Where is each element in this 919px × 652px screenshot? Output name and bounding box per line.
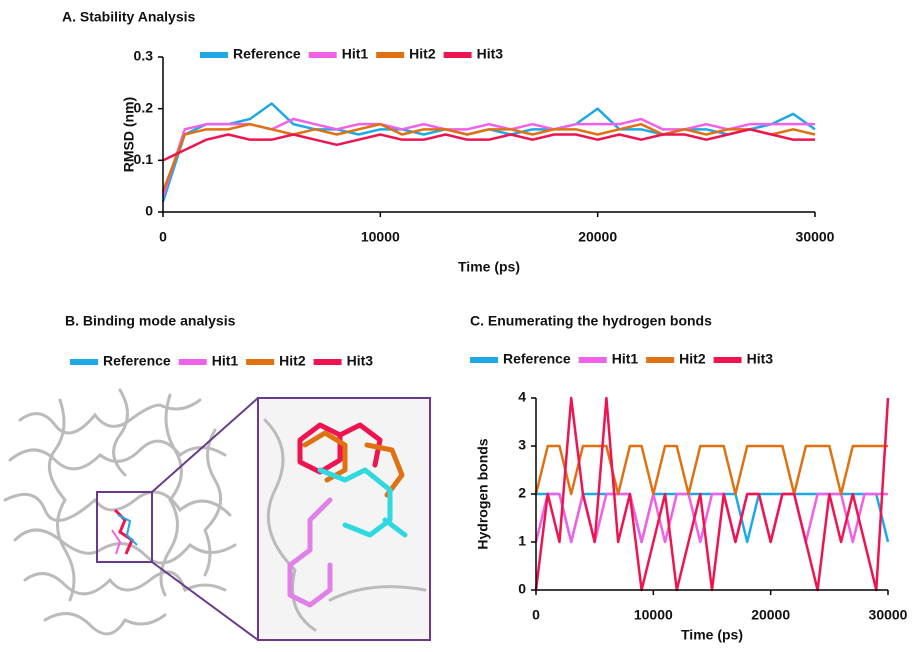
legend-label: Hit1	[612, 351, 639, 367]
data-line	[163, 129, 815, 160]
y-tick-label: 0	[145, 203, 153, 219]
y-tick-label: 0.3	[134, 48, 154, 64]
data-line	[163, 124, 815, 191]
legend-label: Hit1	[342, 46, 369, 62]
legend-label: Reference	[233, 46, 301, 62]
legend-label: Hit3	[347, 353, 374, 369]
legend-label: Hit3	[477, 46, 504, 62]
legend-label: Hit2	[279, 353, 306, 369]
y-tick-label: 0	[518, 581, 526, 597]
y-tick-label: 3	[518, 437, 526, 453]
data-line	[163, 119, 815, 197]
x-axis-label: Time (ps)	[458, 259, 520, 275]
x-tick-label: 10000	[634, 607, 673, 623]
y-tick-label: 1	[518, 533, 526, 549]
chart-title: C. Enumerating the hydrogen bonds	[470, 313, 712, 329]
x-tick-label: 30000	[869, 607, 908, 623]
y-axis-label: RMSD (nm)	[121, 97, 137, 172]
legend-label: Hit2	[409, 46, 436, 62]
x-tick-label: 10000	[361, 229, 400, 245]
data-line	[163, 104, 815, 202]
y-tick-label: 2	[518, 485, 526, 501]
x-tick-label: 0	[159, 229, 167, 245]
y-axis-label: Hydrogen bonds	[475, 438, 491, 549]
x-tick-label: 0	[532, 607, 540, 623]
chart-title: A. Stability Analysis	[62, 9, 196, 25]
x-tick-label: 20000	[578, 229, 617, 245]
figure: A. Stability Analysis00.10.20.3010000200…	[0, 0, 919, 652]
x-tick-label: 30000	[796, 229, 835, 245]
panel-title: B. Binding mode analysis	[65, 313, 236, 329]
data-line	[536, 446, 888, 494]
zoom-box	[97, 492, 152, 562]
legend-label: Reference	[503, 351, 571, 367]
legend-label: Hit2	[679, 351, 706, 367]
y-tick-label: 4	[518, 389, 526, 405]
legend-label: Hit3	[747, 351, 774, 367]
legend-label: Hit1	[212, 353, 239, 369]
x-axis-label: Time (ps)	[681, 627, 743, 643]
x-tick-label: 20000	[751, 607, 790, 623]
legend-label: Reference	[103, 353, 171, 369]
